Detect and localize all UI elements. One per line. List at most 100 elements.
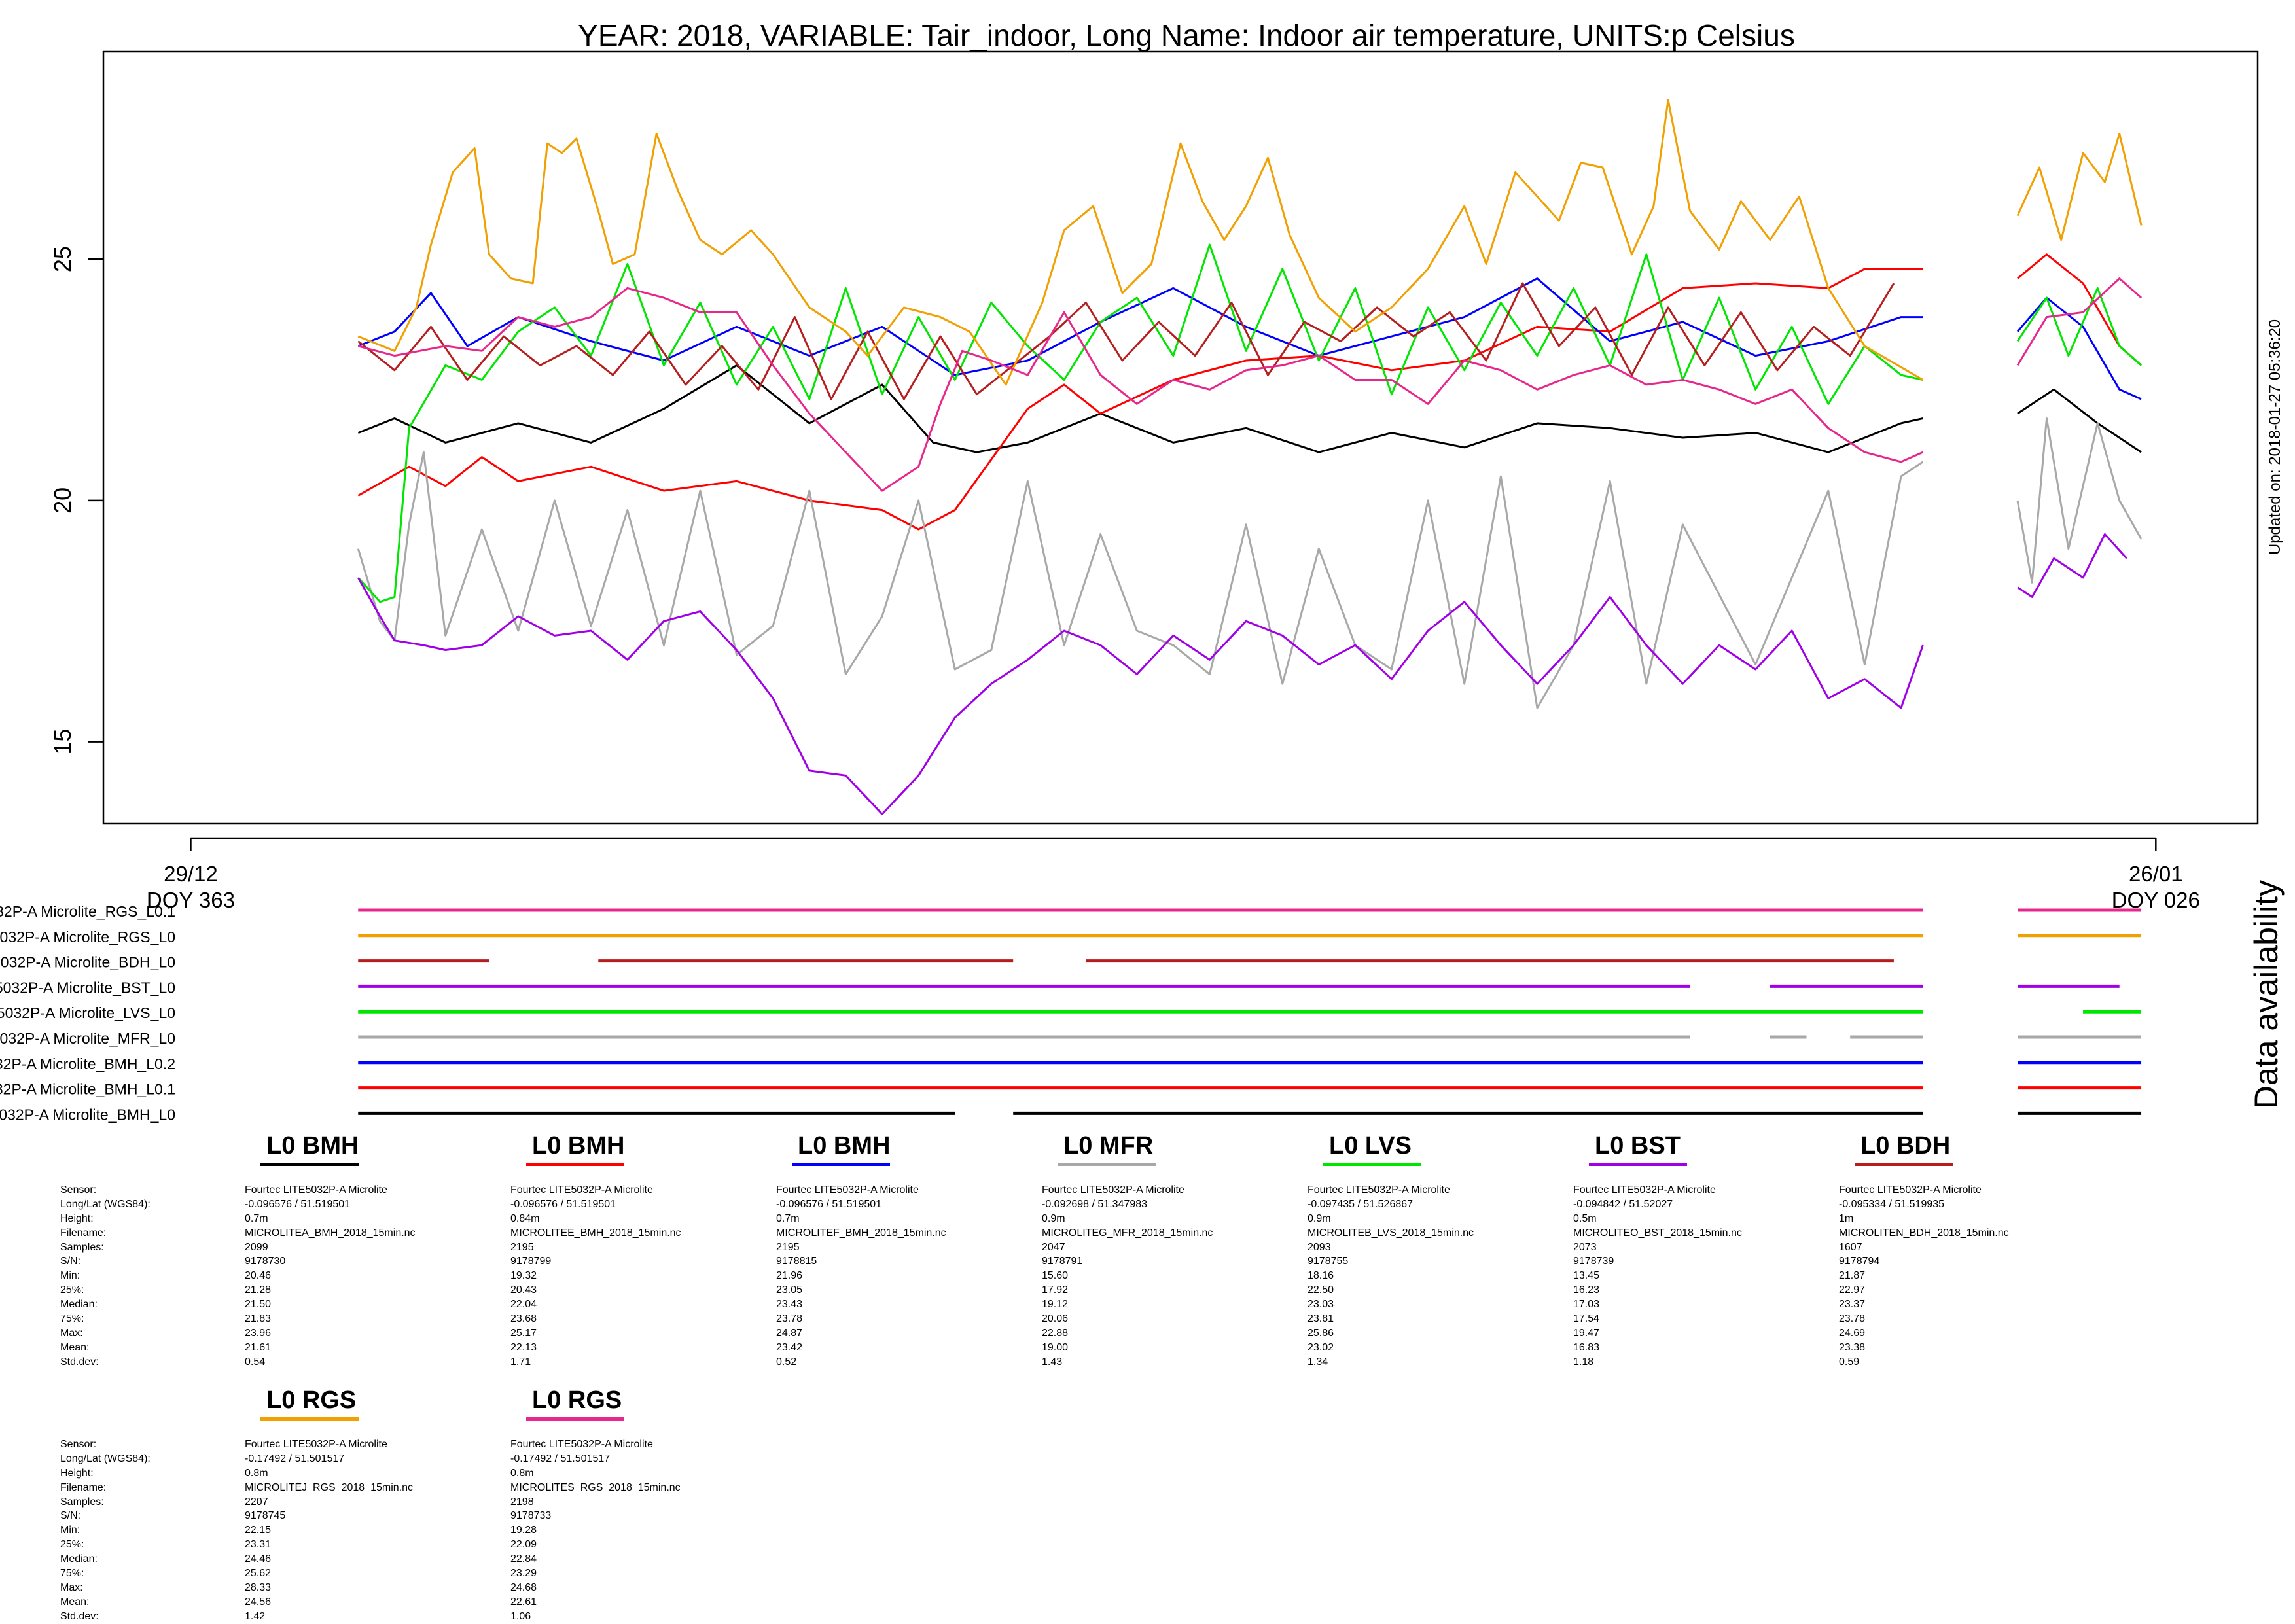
field-value: -0.097435 / 51.526867 bbox=[1308, 1198, 1414, 1210]
field-value: 1.71 bbox=[510, 1356, 531, 1368]
field-value: 17.54 bbox=[1573, 1313, 1600, 1325]
field-value: 21.50 bbox=[245, 1299, 272, 1311]
sensor-field-values: Fourtec LITE5032P-A Microlite -0.17492 / … bbox=[510, 1438, 681, 1624]
field-value: 24.56 bbox=[245, 1596, 272, 1608]
field-value: MICROLITEG_MFR_2018_15min.nc bbox=[1042, 1227, 1213, 1239]
field-value: 19.47 bbox=[1573, 1327, 1600, 1339]
field-label: S/N: bbox=[60, 1256, 81, 1267]
sensor-panel-title: L0 RGS bbox=[266, 1386, 357, 1414]
y-tick-label: 15 bbox=[49, 729, 76, 755]
field-value: 13.45 bbox=[1573, 1270, 1600, 1282]
field-value: -0.094842 / 51.52027 bbox=[1573, 1198, 1673, 1210]
field-value: Fourtec LITE5032P-A Microlite bbox=[245, 1439, 387, 1450]
sensor-field-values: Fourtec LITE5032P-A Microlite -0.17492 / … bbox=[245, 1438, 413, 1624]
field-label: Max: bbox=[60, 1581, 83, 1593]
field-value: MICROLITEO_BST_2018_15min.nc bbox=[1573, 1227, 1742, 1239]
series-line-bmh3 bbox=[2016, 296, 2142, 400]
field-value: 0.54 bbox=[245, 1356, 266, 1368]
series-line-bmh1 bbox=[2017, 388, 2142, 453]
series-line-rgs1 bbox=[2016, 132, 2143, 241]
series-line-lvs bbox=[357, 243, 1923, 603]
series-line-bmh3 bbox=[357, 277, 1923, 376]
field-label: Long/Lat (WGS84): bbox=[60, 1198, 151, 1210]
field-value: 2207 bbox=[245, 1496, 268, 1508]
field-value: 22.88 bbox=[1042, 1327, 1069, 1339]
sensor-panel-title: L0 BMH bbox=[532, 1132, 625, 1159]
field-value: 2198 bbox=[510, 1496, 534, 1508]
field-value: 22.04 bbox=[510, 1299, 537, 1311]
sensor-panel-underline bbox=[792, 1163, 890, 1166]
field-value: 16.83 bbox=[1573, 1341, 1600, 1353]
field-value: 1.06 bbox=[510, 1610, 531, 1622]
field-value: Fourtec LITE5032P-A Microlite bbox=[510, 1184, 653, 1195]
field-value: 21.87 bbox=[1839, 1270, 1866, 1282]
sensor-panel-title: L0 BMH bbox=[798, 1132, 891, 1159]
field-value: 22.50 bbox=[1308, 1284, 1334, 1296]
field-value: 2195 bbox=[776, 1241, 800, 1253]
field-label: Long/Lat (WGS84): bbox=[60, 1453, 151, 1464]
field-value: MICROLITES_RGS_2018_15min.nc bbox=[510, 1481, 681, 1493]
field-value: 9178730 bbox=[245, 1256, 286, 1267]
field-value: 22.15 bbox=[245, 1525, 272, 1536]
sensor-field-labels: Sensor: Long/Lat (WGS84): Height: Filename:… bbox=[60, 1183, 151, 1369]
field-value: 0.59 bbox=[1839, 1356, 1860, 1368]
field-label: Samples: bbox=[60, 1496, 104, 1508]
field-value: -0.095334 / 51.519935 bbox=[1839, 1198, 1945, 1210]
field-value: -0.17492 / 51.501517 bbox=[245, 1453, 345, 1464]
availability-row-label: Fourtec LITE5032P-A Microlite_BST_L0 bbox=[0, 979, 175, 996]
field-value: 9178791 bbox=[1042, 1256, 1083, 1267]
sensor-field-labels: Sensor: Long/Lat (WGS84): Height: Filename:… bbox=[60, 1438, 151, 1624]
field-value: MICROLITEJ_RGS_2018_15min.nc bbox=[245, 1481, 413, 1493]
field-label: Median: bbox=[60, 1553, 98, 1565]
sensor-panel-underline bbox=[1058, 1163, 1156, 1166]
field-value: -0.17492 / 51.501517 bbox=[510, 1453, 611, 1464]
field-value: MICROLITEF_BMH_2018_15min.nc bbox=[776, 1227, 946, 1239]
field-value: 9178815 bbox=[776, 1256, 817, 1267]
field-value: -0.096576 / 51.519501 bbox=[776, 1198, 882, 1210]
field-label: Max: bbox=[60, 1327, 83, 1339]
x-tick-doy-label: DOY 363 bbox=[147, 888, 235, 912]
sensor-panel-underline bbox=[1855, 1163, 1953, 1166]
field-value: 19.32 bbox=[510, 1270, 537, 1282]
sensor-panel-underline bbox=[526, 1417, 624, 1421]
field-label: Height: bbox=[60, 1212, 94, 1224]
field-value: 21.96 bbox=[776, 1270, 803, 1282]
sensor-panel-underline bbox=[1323, 1163, 1421, 1166]
field-value: 17.92 bbox=[1042, 1284, 1069, 1296]
field-value: 23.78 bbox=[776, 1313, 803, 1325]
series-line-bst bbox=[2017, 533, 2127, 598]
field-value: 2073 bbox=[1573, 1241, 1597, 1253]
sensor-field-values: Fourtec LITE5032P-A Microlite -0.094842 /… bbox=[1573, 1183, 1742, 1369]
field-value: 23.68 bbox=[510, 1313, 537, 1325]
field-value: 2047 bbox=[1042, 1241, 1065, 1253]
field-label: Std.dev: bbox=[60, 1356, 99, 1368]
field-value: 24.69 bbox=[1839, 1327, 1866, 1339]
field-value: 19.12 bbox=[1042, 1299, 1069, 1311]
field-value: 23.42 bbox=[776, 1341, 803, 1353]
field-label: Min: bbox=[60, 1270, 80, 1282]
availability-row-label: Fourtec LITE5032P-A Microlite_RGS_L0 bbox=[0, 928, 175, 945]
field-value: Fourtec LITE5032P-A Microlite bbox=[776, 1184, 919, 1195]
field-value: 24.68 bbox=[510, 1581, 537, 1593]
field-label: 75%: bbox=[60, 1313, 84, 1325]
field-value: 2099 bbox=[245, 1241, 268, 1253]
series-line-rgs1 bbox=[357, 99, 1924, 386]
field-value: 20.46 bbox=[245, 1270, 272, 1282]
field-value: 16.23 bbox=[1573, 1284, 1600, 1296]
field-label: 25%: bbox=[60, 1284, 84, 1296]
y-tick-label: 20 bbox=[49, 487, 76, 514]
field-value: Fourtec LITE5032P-A Microlite bbox=[1042, 1184, 1184, 1195]
series-line-rgs2 bbox=[2016, 277, 2143, 366]
field-value: 23.96 bbox=[245, 1327, 272, 1339]
field-value: 23.29 bbox=[510, 1568, 537, 1580]
field-value: 9178745 bbox=[245, 1510, 286, 1522]
x-tick-date-label: 29/12 bbox=[164, 862, 218, 886]
field-value: 9178739 bbox=[1573, 1256, 1614, 1267]
field-value: 28.33 bbox=[245, 1581, 272, 1593]
field-label: Samples: bbox=[60, 1241, 104, 1253]
field-label: S/N: bbox=[60, 1510, 81, 1522]
sensor-field-values: Fourtec LITE5032P-A Microlite -0.092698 /… bbox=[1042, 1183, 1213, 1369]
availability-row-label: Fourtec LITE5032P-A Microlite_BMH_L0.2 bbox=[0, 1055, 175, 1072]
field-label: Sensor: bbox=[60, 1439, 97, 1450]
